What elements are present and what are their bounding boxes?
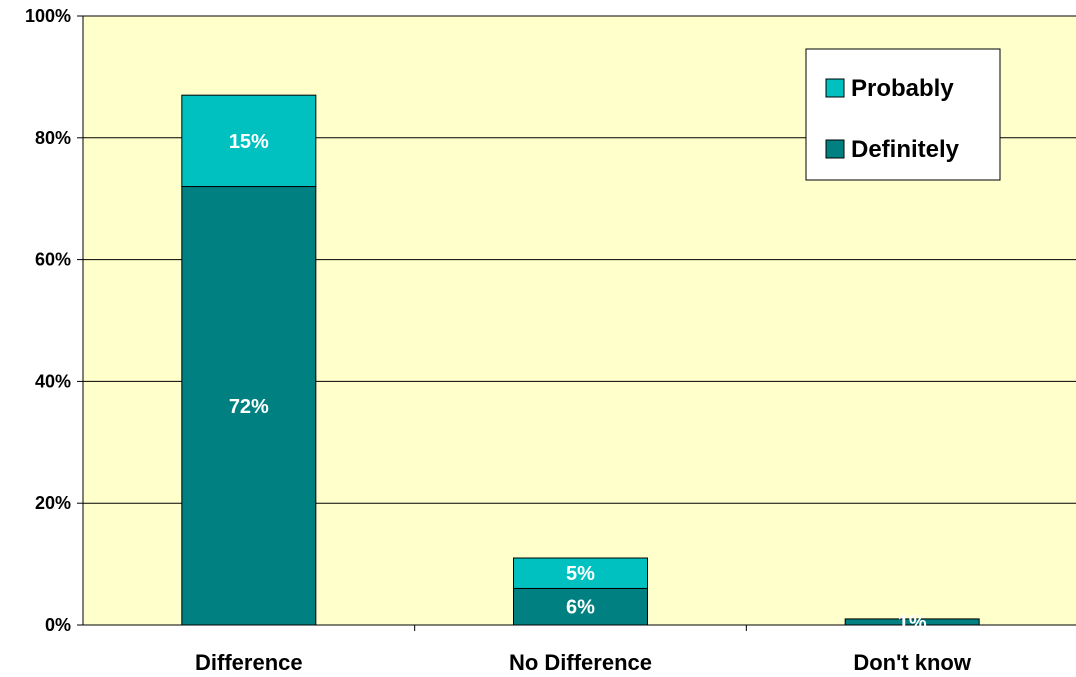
bar-segment (844, 618, 980, 626)
data-label: 1% (898, 612, 927, 634)
legend-label: Definitely (851, 136, 960, 163)
legend-label: Probably (851, 75, 954, 102)
x-category-label: Difference (195, 650, 303, 675)
bar-segment (181, 94, 317, 188)
y-tick-label: 40% (35, 371, 71, 391)
y-tick-label: 60% (35, 250, 71, 270)
x-category-label: Don't know (853, 650, 972, 675)
bar-segment (513, 557, 648, 589)
data-label: 15% (229, 131, 269, 153)
data-label: 6% (566, 597, 595, 619)
y-tick-label: 0% (45, 615, 71, 635)
x-category-label: No Difference (509, 650, 652, 675)
data-label: 72% (229, 396, 269, 418)
legend-swatch (825, 139, 845, 159)
y-tick-label: 80% (35, 128, 71, 148)
y-tick-label: 100% (25, 6, 71, 26)
y-tick-label: 20% (35, 493, 71, 513)
data-label: 5% (566, 563, 595, 585)
legend-swatch (825, 78, 845, 98)
